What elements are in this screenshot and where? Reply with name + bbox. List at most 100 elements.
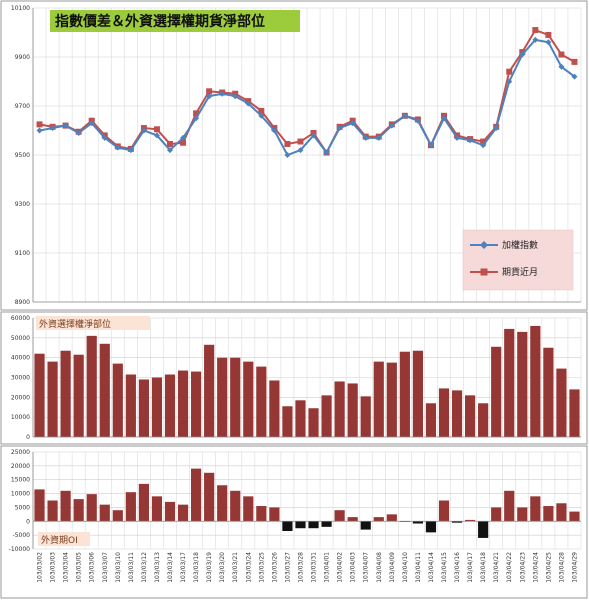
index-data-point [414, 117, 421, 124]
futures-data-point [180, 139, 187, 146]
options-bar [60, 350, 71, 437]
index-data-point [310, 132, 317, 139]
date-x-axis: 103/03/02 103/03/03 103/03/04 103/03/05 103/… [37, 552, 579, 583]
x-tick-label: 103/03/27 [284, 552, 291, 583]
futures-data-point [153, 126, 160, 133]
options-chart-y-tick-label: 10000 [11, 414, 30, 421]
options-bar [412, 350, 423, 437]
futures-oi-chart-y-tick-label: 5000 [15, 504, 30, 511]
x-tick-label: 103/04/10 [402, 552, 409, 583]
index-data-point [375, 134, 382, 141]
futures-oi-chart-y-tick-label: 0 [26, 518, 30, 525]
options-bar [34, 353, 45, 437]
options-bar [386, 362, 397, 437]
options-bar [438, 388, 450, 437]
options-chart-y-tick-label: 0 [26, 434, 30, 441]
index-line-chart: 8900 9100 9300 9500 9700 9900 10100 [11, 5, 582, 306]
options-bar [125, 374, 136, 437]
futures-data-point [258, 107, 265, 114]
index-data-point [427, 142, 434, 149]
futures-oi-bar [256, 506, 267, 522]
options-bar [191, 371, 202, 437]
index-data-point [388, 122, 395, 129]
futures-oi-bar [191, 468, 202, 522]
options-bar [465, 395, 476, 437]
index-data-point [558, 63, 565, 70]
index-chart-y-tick-label: 9100 [15, 250, 30, 257]
index-data-point [362, 134, 369, 141]
futures-oi-bar [230, 490, 241, 522]
options-chart-y-tick-label: 20000 [11, 394, 30, 401]
options-bar [504, 328, 515, 437]
x-tick-label: 103/03/19 [206, 552, 213, 583]
options-bar [321, 395, 332, 437]
futures-data-point [297, 138, 304, 145]
x-tick-label: 103/03/13 [154, 552, 161, 583]
index-chart-y-tick-label: 9500 [15, 152, 30, 159]
index-data-point [88, 120, 95, 127]
options-bar [451, 390, 463, 437]
index-data-point [153, 132, 160, 139]
futures-oi-chart-y-tick-label: 15000 [11, 477, 30, 484]
futures-oi-bar [386, 514, 397, 522]
options-bar [243, 361, 254, 437]
diamond-marker-icon [480, 241, 488, 249]
index-data-point [545, 39, 552, 46]
futures-oi-bar [478, 521, 489, 538]
legend-item-index: 加權指數 [470, 239, 538, 251]
options-bar [112, 363, 123, 437]
futures-oi-bar [347, 517, 358, 522]
x-tick-label: 103/04/11 [415, 552, 422, 583]
index-data-point [219, 90, 226, 97]
options-bar [347, 383, 358, 437]
futures-oi-bar [465, 519, 476, 522]
index-chart-y-tick-label: 9900 [15, 54, 30, 61]
options-bar [151, 377, 163, 437]
index-data-point [206, 93, 213, 100]
options-chart-y-tick-label: 60000 [11, 315, 30, 322]
futures-oi-bar [125, 492, 136, 522]
futures-oi-bar [373, 517, 384, 522]
options-bar [164, 374, 176, 437]
futures-oi-bar [308, 521, 319, 529]
futures-oi-bar [569, 511, 580, 522]
futures-data-point [36, 121, 43, 128]
options-bar [517, 331, 528, 437]
futures-data-point [193, 110, 200, 117]
legend-label-index: 加權指數 [502, 239, 538, 251]
x-tick-label: 103/04/16 [454, 552, 461, 583]
x-tick-label: 103/04/14 [428, 552, 435, 583]
futures-oi-bar [164, 501, 176, 522]
futures-data-point [558, 51, 565, 58]
options-chart-y-tick-label: 40000 [11, 355, 30, 362]
index-data-point [101, 134, 108, 141]
x-tick-label: 103/03/26 [271, 552, 278, 583]
futures-oi-bar [177, 504, 189, 522]
futures-oi-bar [138, 483, 149, 522]
futures-oi-bar [530, 496, 541, 522]
futures-oi-bar [112, 510, 123, 522]
chart-title: 指數價差＆外資選擇權期貨淨部位 [55, 13, 265, 30]
index-data-point [180, 134, 187, 141]
x-tick-label: 103/04/02 [337, 552, 344, 583]
index-data-point [401, 112, 408, 119]
futures-oi-bar [151, 496, 163, 522]
index-data-point [467, 137, 474, 144]
x-tick-label: 103/04/21 [493, 552, 500, 583]
index-data-point [506, 78, 513, 85]
x-tick-label: 103/03/28 [297, 552, 304, 583]
index-data-point [480, 142, 487, 149]
index-data-point [349, 120, 356, 127]
futures-oi-bar [269, 507, 280, 522]
options-bar [530, 325, 541, 437]
x-tick-label: 103/04/15 [441, 552, 448, 583]
futures-oi-bar [86, 494, 97, 522]
futures-data-point [532, 27, 539, 34]
index-chart-y-tick-label: 10100 [11, 5, 30, 12]
futures-oi-bar [243, 496, 254, 522]
futures-data-point [206, 88, 213, 95]
futures-oi-bar [517, 507, 528, 522]
index-data-point [571, 73, 578, 80]
index-data-point [519, 51, 526, 58]
